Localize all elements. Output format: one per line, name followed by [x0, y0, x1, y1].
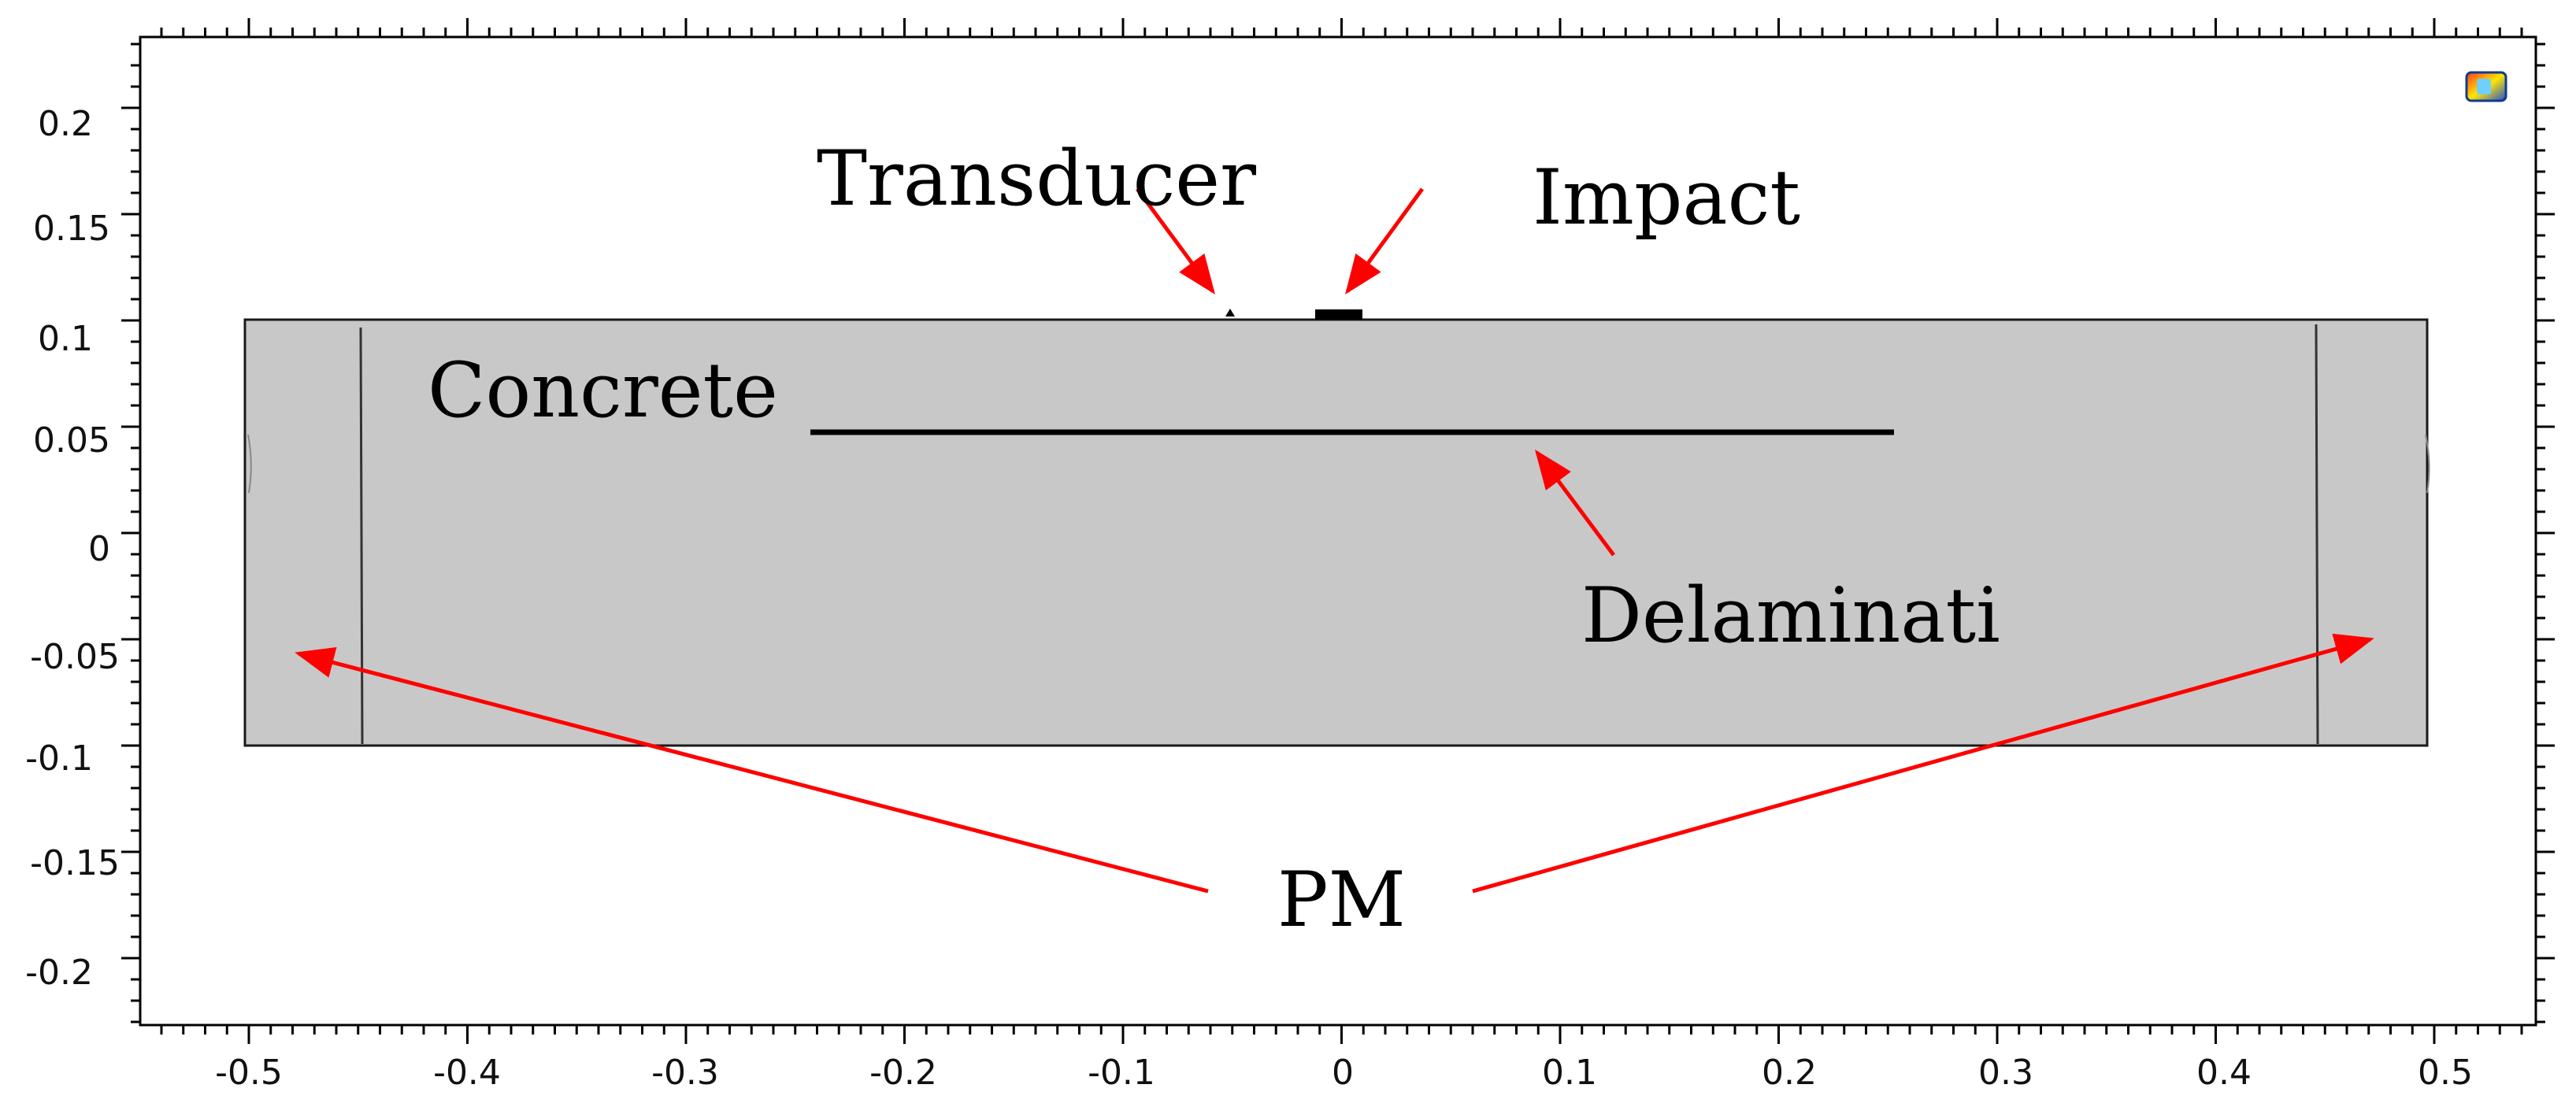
delamination-label: Delaminati	[1581, 572, 2000, 660]
x-tick-label: 0.5	[2418, 1053, 2473, 1093]
impact-label: Impact	[1533, 154, 1800, 242]
x-tick-label: 0.3	[1978, 1053, 2033, 1093]
color-legend-icon	[2465, 71, 2507, 102]
concrete-label: Concrete	[428, 346, 778, 435]
x-tick-label: -0.5	[215, 1053, 283, 1093]
y-tick-label: -0.15	[30, 843, 120, 883]
edge-curve-right	[2425, 434, 2430, 494]
x-tick-label: 0.1	[1542, 1053, 1597, 1093]
y-tick-label: -0.05	[30, 637, 120, 677]
x-tick-label: -0.2	[869, 1053, 937, 1093]
y-tick-label: 0.1	[38, 319, 93, 359]
edge-curve-left	[247, 434, 252, 494]
x-axis-ticks-top	[160, 18, 2523, 37]
pm-boundary-left	[359, 327, 364, 745]
pm-arrow-left	[295, 647, 1209, 894]
x-tick-label: -0.4	[433, 1053, 501, 1093]
y-tick-label: 0.2	[38, 104, 93, 144]
x-tick-label: -0.1	[1088, 1053, 1155, 1093]
y-tick-label: 0	[88, 529, 110, 569]
concrete-block	[243, 318, 2429, 747]
y-tick-label: 0.15	[33, 209, 110, 249]
delamination-arrow	[1535, 449, 1616, 557]
impact-mark	[1315, 309, 1362, 320]
pm-arrow-right	[1472, 633, 2374, 894]
y-tick-label: 0.05	[33, 420, 110, 461]
transducer-arrow	[1135, 187, 1215, 295]
x-tick-label: -0.3	[651, 1053, 719, 1093]
y-axis-ticks-right	[2536, 43, 2555, 1023]
x-tick-label: 0	[1332, 1053, 1354, 1093]
pm-boundary-right	[2315, 324, 2319, 745]
x-axis-labels: -0.5 -0.4 -0.3 -0.2 -0.1 0 0.1 0.2 0.3 0…	[215, 1053, 2473, 1093]
x-axis-ticks-bottom	[160, 1025, 2523, 1044]
y-tick-label: -0.2	[25, 953, 93, 993]
x-tick-label: 0.4	[2196, 1053, 2252, 1093]
x-tick-label: 0.2	[1762, 1053, 1817, 1093]
y-tick-label: -0.1	[25, 738, 93, 779]
annotation-arrows	[295, 187, 2374, 894]
transducer-mark	[1225, 309, 1235, 316]
impact-arrow	[1345, 187, 1425, 295]
y-axis-ticks-left	[121, 43, 140, 1023]
transducer-label: Transducer	[817, 135, 1256, 223]
y-axis-labels: 0.2 0.15 0.1 0.05 0 -0.05 -0.1 -0.15 -0.…	[25, 104, 120, 993]
pm-label: PM	[1277, 856, 1406, 944]
